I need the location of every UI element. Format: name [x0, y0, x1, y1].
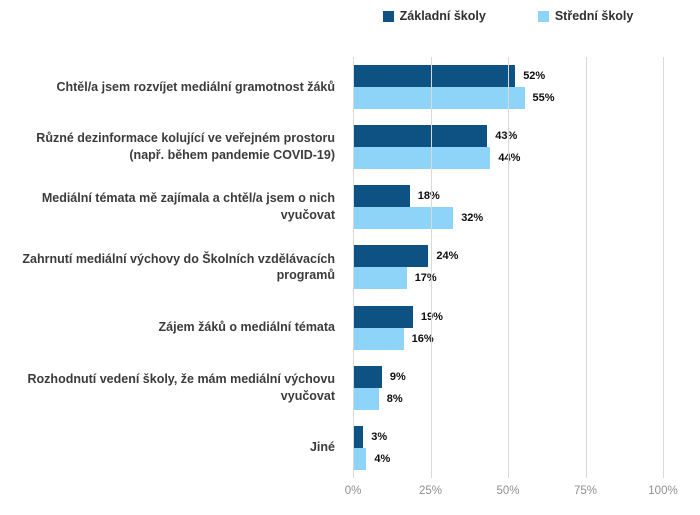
data-label: 24%: [436, 250, 459, 263]
data-label: 55%: [532, 92, 555, 105]
data-label: 19%: [420, 310, 443, 323]
category-row: 18% 32%: [353, 177, 663, 237]
legend-swatch-icon: [537, 10, 549, 22]
bar-track: 24%: [353, 245, 663, 268]
gridline: [508, 57, 509, 478]
bar-zakladni: [354, 365, 382, 388]
category-label: Jiné: [309, 440, 335, 455]
data-label: 18%: [417, 190, 440, 203]
data-label: 9%: [389, 370, 406, 383]
x-tick-label: 75%: [573, 485, 598, 497]
data-label: 8%: [386, 392, 403, 405]
bar-track: 4%: [353, 447, 663, 470]
x-axis: 0% 25% 50% 75% 100%: [345, 485, 678, 501]
bar-rows: 52% 55% 43% 44% 18% 32% 24% 17% 19% 16% 9% 8% 3% 4%: [353, 57, 663, 478]
data-label: 3%: [371, 430, 388, 443]
bar-track: 43%: [353, 125, 663, 148]
category-label: Rozhodnutí vedení školy, že mám mediální…: [27, 371, 335, 403]
bar-track: 44%: [353, 147, 663, 170]
bar-track: 16%: [353, 327, 663, 350]
gridline: [663, 57, 664, 478]
x-tick-label: 0%: [344, 485, 362, 497]
legend-item-0: Základní školy: [382, 9, 486, 23]
bar-track: 8%: [353, 387, 663, 410]
bar-track: 32%: [353, 207, 663, 230]
data-label: 17%: [414, 272, 437, 285]
gridline: [430, 57, 432, 478]
bar-stredni: [354, 87, 525, 110]
bar-track: 52%: [353, 65, 663, 88]
category-label: Zahrnutí mediální výchovy do Školních vz…: [22, 251, 335, 283]
category-row: 3% 4%: [353, 418, 663, 478]
bar-zakladni: [354, 305, 413, 328]
bar-track: 19%: [353, 305, 663, 328]
legend-label: Střední školy: [554, 9, 634, 23]
bar-stredni: [354, 267, 407, 290]
gridline: [585, 57, 587, 478]
bar-zakladni: [354, 65, 516, 88]
bar-stredni: [354, 207, 454, 230]
category-label: Chtěl/a jsem rozvíjet mediální gramotnos…: [56, 79, 335, 94]
x-tick-label: 25%: [418, 485, 443, 497]
bar-track: 55%: [353, 87, 663, 110]
category-label: Různé dezinformace kolující ve veřejném …: [36, 131, 335, 163]
data-label: 52%: [523, 70, 546, 83]
legend-label: Základní školy: [399, 9, 486, 23]
category-row: 19% 16%: [353, 298, 663, 358]
bar-track: 9%: [353, 365, 663, 388]
category-row: 43% 44%: [353, 117, 663, 177]
x-tick-label: 50%: [496, 485, 520, 497]
x-tick-label: 100%: [648, 485, 678, 497]
legend-item-1: Střední školy: [537, 9, 634, 23]
category-labels: Chtěl/a jsem rozvíjet mediální gramotnos…: [0, 57, 345, 478]
bar-track: 18%: [353, 185, 663, 208]
bar-zakladni: [354, 185, 410, 208]
category-label: Zájem žáků o mediální témata: [158, 320, 335, 335]
data-label: 32%: [461, 212, 484, 225]
data-label: 4%: [374, 452, 391, 465]
data-label: 16%: [411, 332, 434, 345]
bar-zakladni: [354, 245, 429, 268]
bar-stredni: [354, 387, 379, 410]
bar-stredni: [354, 327, 404, 350]
bar-track: 3%: [353, 425, 663, 448]
data-label: 43%: [495, 130, 518, 143]
data-label: 44%: [498, 152, 521, 165]
category-row: 52% 55%: [353, 57, 663, 117]
category-row: 24% 17%: [353, 237, 663, 297]
bar-stredni: [354, 447, 367, 470]
bar-stredni: [354, 147, 491, 170]
category-row: 9% 8%: [353, 358, 663, 418]
bar-zakladni: [354, 425, 364, 448]
gridline: [353, 57, 354, 478]
category-label: Mediální témata mě zajímala a chtěl/a js…: [41, 191, 335, 223]
legend: Základní školy Střední školy: [353, 6, 663, 26]
bar-zakladni: [354, 125, 488, 148]
plot-area: 52% 55% 43% 44% 18% 32% 24% 17% 19% 16% 9% 8% 3% 4%: [353, 57, 664, 478]
legend-swatch-icon: [382, 10, 394, 22]
